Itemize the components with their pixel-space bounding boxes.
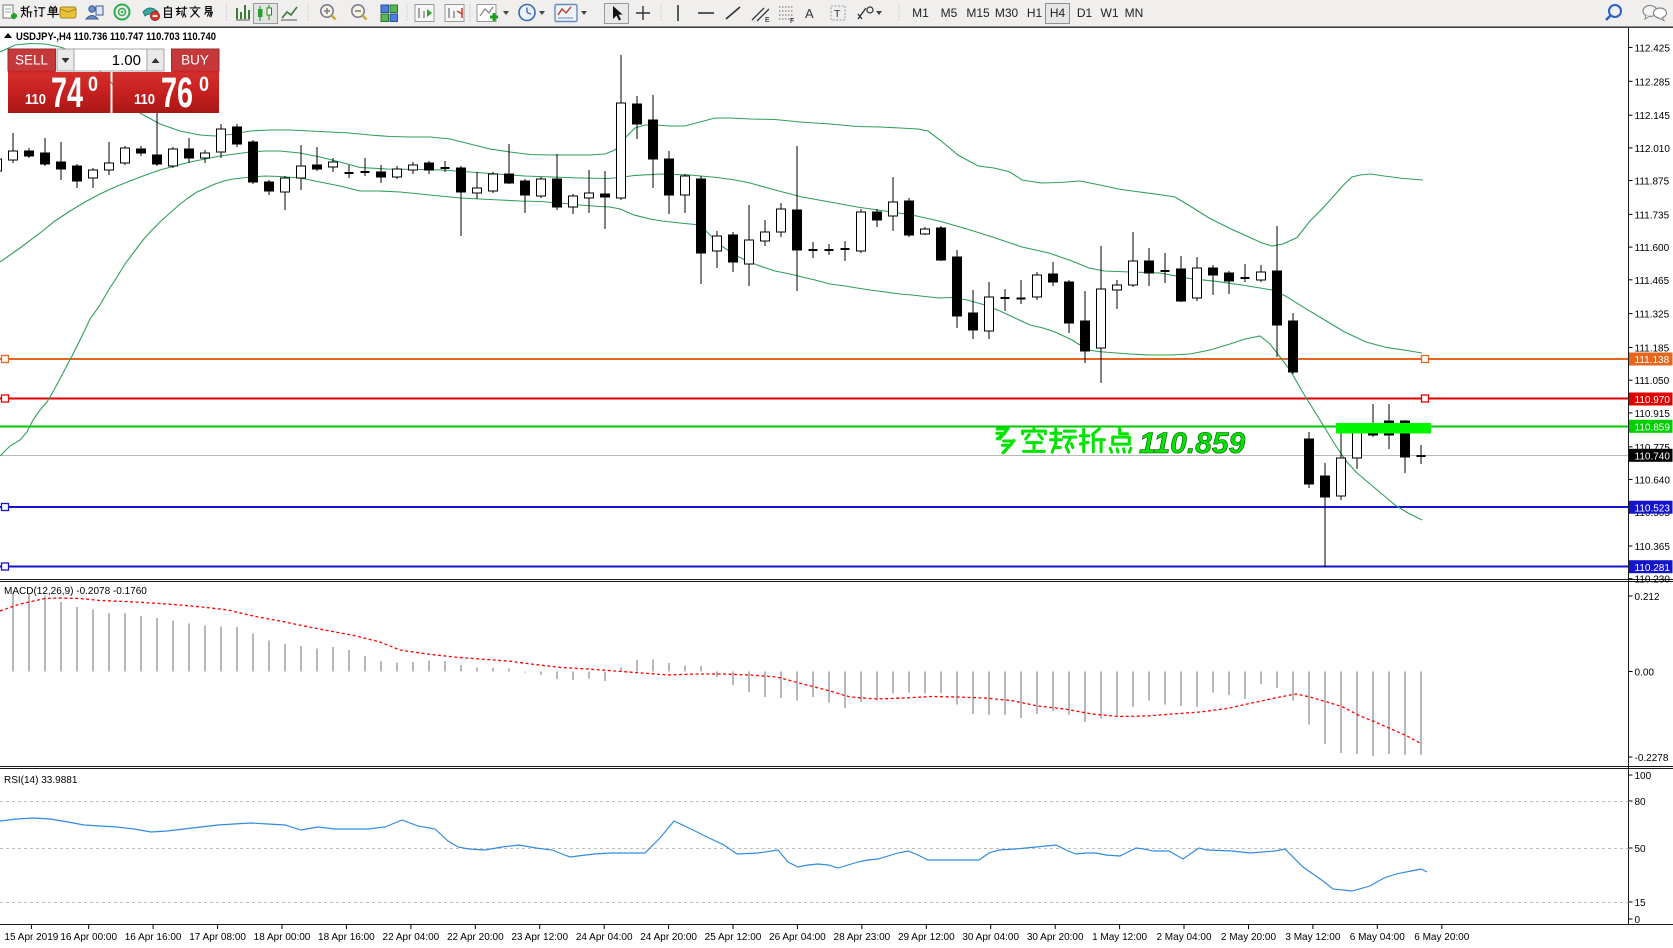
svg-text:110.859: 110.859 [1635,423,1671,434]
svg-text:H4: H4 [1050,6,1066,20]
svg-text:110.775: 110.775 [1635,443,1671,454]
svg-text:110.970: 110.970 [1635,395,1671,406]
svg-text:A: A [805,6,814,21]
svg-text:112.285: 112.285 [1635,77,1671,88]
svg-text:SELL: SELL [15,53,49,68]
svg-text:76: 76 [161,69,193,117]
svg-text:110.523: 110.523 [1635,503,1671,514]
svg-text:30 Apr 20:00: 30 Apr 20:00 [1027,932,1084,943]
svg-text:1.00: 1.00 [112,52,141,69]
svg-text:112.145: 112.145 [1635,111,1671,122]
svg-text:110.365: 110.365 [1635,542,1671,553]
svg-text:111.600: 111.600 [1635,243,1670,254]
svg-text:18 Apr 00:00: 18 Apr 00:00 [254,932,311,943]
svg-text:110: 110 [25,91,46,108]
svg-text:0: 0 [88,73,98,96]
svg-text:110.859: 110.859 [1139,427,1246,460]
svg-text:M1: M1 [912,6,929,20]
svg-text:M15: M15 [966,6,990,20]
svg-text:D1: D1 [1077,6,1093,20]
svg-text:6 May 20:00: 6 May 20:00 [1414,932,1469,943]
svg-text:110.281: 110.281 [1635,563,1671,574]
svg-text:50: 50 [1635,844,1647,855]
svg-text:3 May 12:00: 3 May 12:00 [1285,932,1340,943]
svg-text:E: E [765,17,770,24]
svg-text:29 Apr 12:00: 29 Apr 12:00 [898,932,955,943]
svg-text:110.740: 110.740 [1635,452,1671,463]
svg-text:H1: H1 [1027,6,1043,20]
svg-text:15 Apr 2019: 15 Apr 2019 [4,932,58,943]
svg-text:6 May 04:00: 6 May 04:00 [1350,932,1405,943]
svg-text:F: F [790,18,794,25]
svg-text:0: 0 [199,73,209,96]
svg-text:2 May 20:00: 2 May 20:00 [1221,932,1276,943]
svg-text:W1: W1 [1101,6,1119,20]
svg-text:2 May 04:00: 2 May 04:00 [1156,932,1211,943]
svg-text:80: 80 [1635,797,1647,808]
svg-text:110: 110 [134,91,155,108]
svg-text:111.875: 111.875 [1635,177,1670,188]
svg-text:1 May 12:00: 1 May 12:00 [1092,932,1147,943]
svg-text:24 Apr 20:00: 24 Apr 20:00 [640,932,697,943]
svg-text:74: 74 [51,69,83,117]
svg-text:30 Apr 04:00: 30 Apr 04:00 [962,932,1019,943]
svg-text:112.010: 112.010 [1635,144,1671,155]
svg-text:M5: M5 [941,6,958,20]
svg-text:0.212: 0.212 [1635,592,1660,603]
svg-text:16 Apr 16:00: 16 Apr 16:00 [125,932,182,943]
svg-text:112.425: 112.425 [1635,43,1671,54]
svg-text:22 Apr 20:00: 22 Apr 20:00 [447,932,504,943]
svg-text:111.735: 111.735 [1635,210,1670,221]
svg-text:16 Apr 00:00: 16 Apr 00:00 [60,932,117,943]
svg-text:MN: MN [1125,6,1144,20]
svg-text:111.185: 111.185 [1635,344,1670,355]
svg-text:MACD(12,26,9) -0.2078 -0.1760: MACD(12,26,9) -0.2078 -0.1760 [4,586,147,597]
svg-text:0.00: 0.00 [1635,668,1655,679]
svg-text:BUY: BUY [181,53,209,68]
svg-text:111.465: 111.465 [1635,276,1670,287]
svg-text:USDJPY-,H4 110.736 110.747 11: USDJPY-,H4 110.736 110.747 110.703 110.7… [16,31,216,43]
svg-text:0: 0 [1635,915,1641,926]
svg-text:111.325: 111.325 [1635,310,1670,321]
svg-text:23 Apr 12:00: 23 Apr 12:00 [511,932,568,943]
svg-text:M30: M30 [995,6,1019,20]
svg-text:100: 100 [1635,771,1652,782]
svg-text:110.915: 110.915 [1635,409,1671,420]
svg-text:15: 15 [1635,898,1647,909]
svg-text:-0.2278: -0.2278 [1635,753,1669,764]
svg-text:22 Apr 04:00: 22 Apr 04:00 [383,932,440,943]
svg-text:17 Apr 08:00: 17 Apr 08:00 [189,932,246,943]
svg-text:111.138: 111.138 [1635,355,1670,366]
svg-text:25 Apr 12:00: 25 Apr 12:00 [705,932,762,943]
svg-text:18 Apr 16:00: 18 Apr 16:00 [318,932,375,943]
svg-text:T: T [834,8,841,20]
svg-text:24 Apr 04:00: 24 Apr 04:00 [576,932,633,943]
svg-text:110.640: 110.640 [1635,475,1671,486]
svg-text:RSI(14) 33.9881: RSI(14) 33.9881 [4,775,78,786]
svg-text:111.050: 111.050 [1635,376,1670,387]
svg-text:110.230: 110.230 [1635,575,1671,586]
svg-text:28 Apr 23:00: 28 Apr 23:00 [834,932,891,943]
svg-text:26 Apr 04:00: 26 Apr 04:00 [769,932,826,943]
